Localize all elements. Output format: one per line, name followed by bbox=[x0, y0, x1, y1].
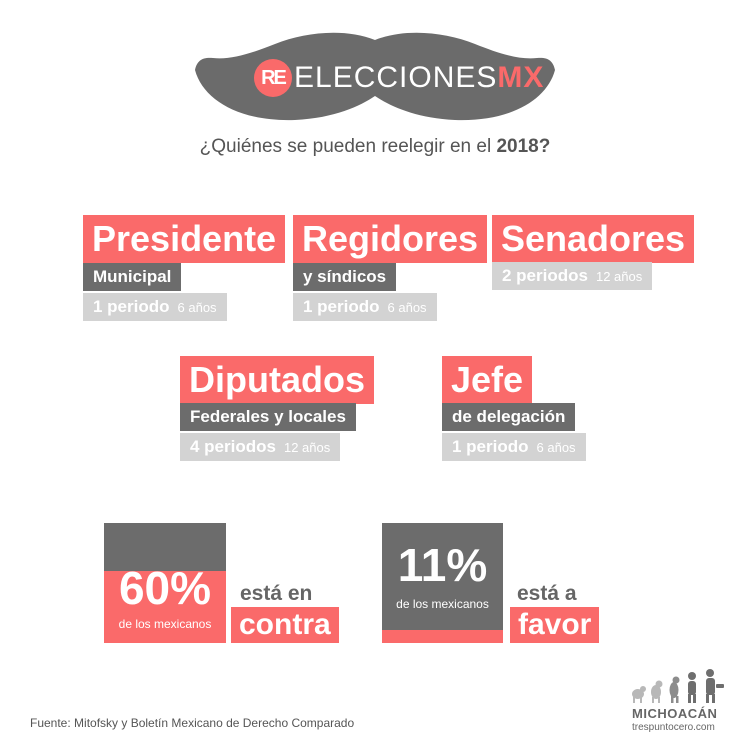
headline-question: ¿Quiénes se pueden reelegir en el 2018? bbox=[0, 136, 750, 158]
logo-word: ELECCIONES bbox=[294, 61, 498, 94]
stat-favor-bar-background bbox=[382, 523, 503, 643]
card-title-regidores: Regidores bbox=[293, 215, 488, 263]
stat-against-stance: contra bbox=[231, 607, 339, 643]
card-title-jefe: Jefe bbox=[442, 356, 533, 404]
card-period-diputados: 4 periodos 12 años bbox=[180, 433, 341, 461]
period-years: 6 años bbox=[387, 300, 427, 315]
card-subtitle-diputados: Federales y locales bbox=[180, 403, 356, 431]
card-title-diputados: Diputados bbox=[180, 356, 374, 404]
period-years: 6 años bbox=[536, 440, 576, 455]
logo-suffix: MX bbox=[497, 61, 545, 94]
stat-favor-caption: de los mexicanos bbox=[396, 597, 489, 611]
stat-against-verb: está en bbox=[240, 582, 313, 605]
mustache-logo-shape bbox=[195, 32, 555, 121]
card-subtitle-presidente: Municipal bbox=[83, 263, 182, 291]
period-value: 1 periodo bbox=[452, 437, 529, 456]
stat-against-bar-fill bbox=[104, 571, 226, 643]
brand-name: MICHOACÁN bbox=[632, 706, 718, 721]
question-text: ¿Quiénes se pueden reelegir en el bbox=[199, 136, 497, 157]
card-subtitle-regidores: y síndicos bbox=[293, 263, 397, 291]
logo-badge: RE bbox=[254, 59, 292, 97]
period-value: 1 periodo bbox=[93, 297, 170, 316]
stat-against-percent: 60% bbox=[118, 562, 212, 614]
stat-favor-verb: está a bbox=[517, 582, 577, 605]
stat-favor-stance: favor bbox=[510, 607, 600, 643]
question-year: 2018? bbox=[496, 136, 551, 157]
period-years: 12 años bbox=[283, 440, 331, 455]
card-period-senadores: 2 periodos 12 años bbox=[492, 262, 653, 290]
stat-favor-percent: 11% bbox=[397, 539, 488, 591]
source-note: Fuente: Mitofsky y Boletín Mexicano de D… bbox=[30, 716, 355, 730]
card-title-senadores: Senadores bbox=[492, 215, 695, 263]
card-period-regidores: 1 periodo 6 años bbox=[293, 293, 437, 321]
stat-favor-bar-fill bbox=[382, 630, 503, 643]
card-period-presidente: 1 periodo 6 años bbox=[83, 293, 227, 321]
card-subtitle-jefe: de delegación bbox=[442, 403, 576, 431]
period-value: 2 periodos bbox=[502, 266, 588, 285]
period-years: 6 años bbox=[177, 300, 217, 315]
period-value: 4 periodos bbox=[190, 437, 276, 456]
card-period-jefe: 1 periodo 6 años bbox=[442, 433, 586, 461]
evolution-silhouette-icon bbox=[632, 669, 724, 703]
brand-url: trespuntocero.com bbox=[632, 722, 715, 733]
stat-against-caption: de los mexicanos bbox=[118, 617, 212, 631]
logo-wordmark: ELECCIONESMX bbox=[294, 60, 544, 96]
card-title-presidente: Presidente bbox=[83, 215, 286, 263]
period-years: 12 años bbox=[595, 269, 643, 284]
period-value: 1 periodo bbox=[303, 297, 380, 316]
